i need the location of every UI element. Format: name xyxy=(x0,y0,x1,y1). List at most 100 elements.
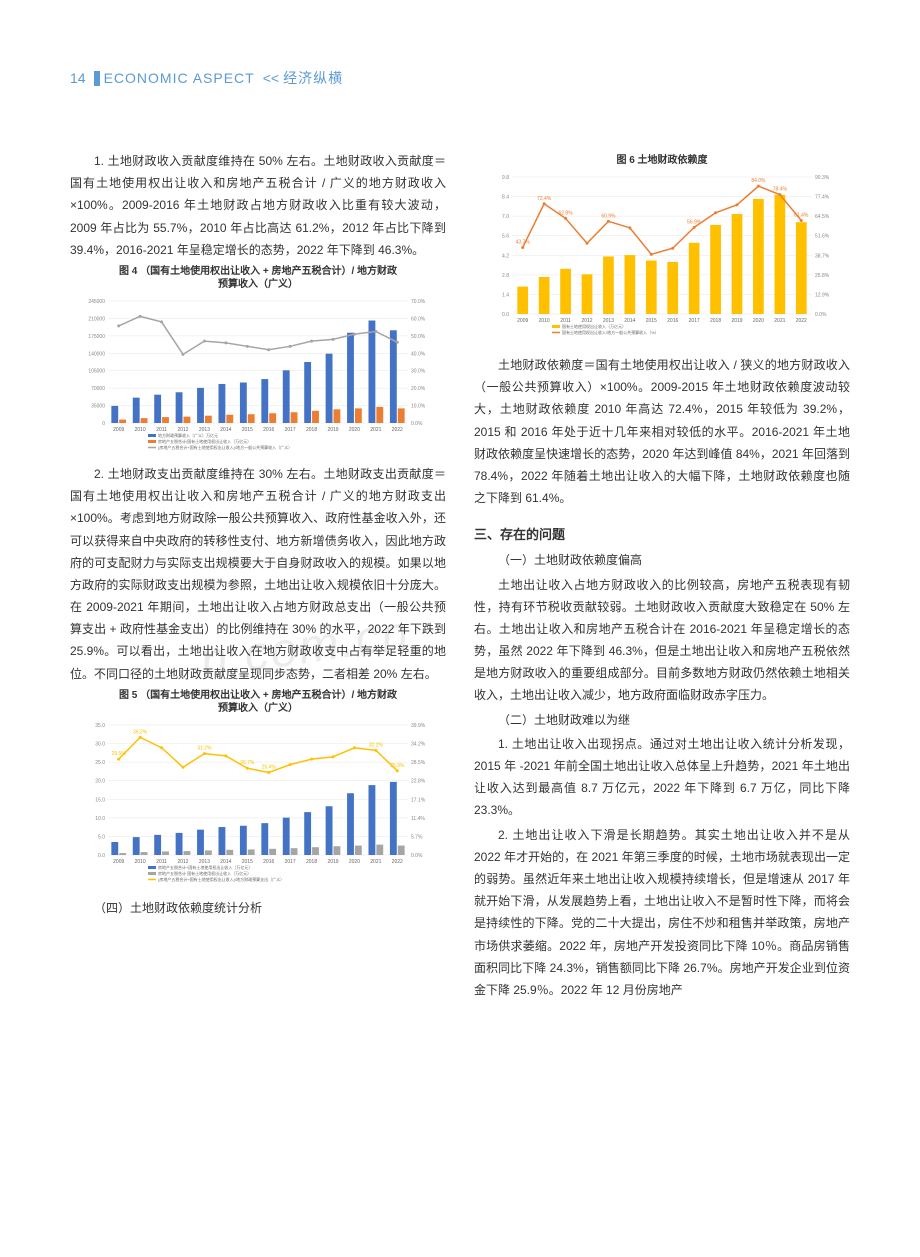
svg-text:20.0%: 20.0% xyxy=(411,386,426,392)
svg-text:2019: 2019 xyxy=(327,859,338,865)
svg-text:12.9%: 12.9% xyxy=(815,292,830,298)
svg-text:2022: 2022 xyxy=(392,427,403,433)
svg-text:28.5%: 28.5% xyxy=(411,760,426,766)
svg-text:25.8%: 25.8% xyxy=(815,273,830,279)
svg-text:34.2%: 34.2% xyxy=(411,741,426,747)
svg-text:房地产五税合计/国有土地使用权出让收入（万亿元）: 房地产五税合计/国有土地使用权出让收入（万亿元） xyxy=(158,438,251,444)
svg-text:4.2: 4.2 xyxy=(502,253,509,259)
svg-text:2009: 2009 xyxy=(517,318,528,324)
svg-text:2009: 2009 xyxy=(113,859,124,865)
para-r1: 土地财政依赖度＝国有土地使用权出让收入 / 狭义的地方财政收入（一般公共预算收入… xyxy=(474,354,850,509)
svg-text:2016: 2016 xyxy=(263,859,274,865)
header-marker xyxy=(94,71,100,86)
chart-4: 24500070.0%21000060.0%17500050.0%1400004… xyxy=(78,293,438,453)
svg-text:国有土地使用权出让收入（万亿元）: 国有土地使用权出让收入（万亿元） xyxy=(562,323,626,329)
svg-text:43.7%: 43.7% xyxy=(516,239,531,245)
para-r3: 1. 土地出让收入出现拐点。通过对土地出让收入统计分析发现，2015 年 -20… xyxy=(474,733,850,822)
svg-text:房地产五税合计+国有土地使用权出让收入（万亿元）: 房地产五税合计+国有土地使用权出让收入（万亿元） xyxy=(158,864,252,870)
svg-text:36.2%: 36.2% xyxy=(133,729,148,735)
svg-text:房地产五税合计 国有土地使用权出让收入（万亿元）: 房地产五税合计 国有土地使用权出让收入（万亿元） xyxy=(158,870,251,876)
svg-text:10.0: 10.0 xyxy=(95,816,105,822)
svg-text:25.0: 25.0 xyxy=(95,760,105,766)
svg-text:105000: 105000 xyxy=(88,369,105,375)
svg-text:77.4%: 77.4% xyxy=(815,195,830,201)
chart-6: 9.890.3%8.477.4%7.064.5%5.651.6%4.238.7%… xyxy=(482,169,842,344)
svg-text:51.6%: 51.6% xyxy=(815,234,830,240)
right-column: 图 6 土地财政依赖度 9.890.3%8.477.4%7.064.5%5.65… xyxy=(474,150,850,1217)
svg-text:60.0%: 60.0% xyxy=(411,316,426,322)
svg-text:30.0%: 30.0% xyxy=(411,369,426,375)
para-r4: 2. 土地出让收入下滑是长期趋势。其实土地出让收入并不是从 2022 年才开始的… xyxy=(474,824,850,1002)
section-chinese: 经济纵横 xyxy=(283,68,343,88)
svg-text:15.0: 15.0 xyxy=(95,797,105,803)
fig6-title: 图 6 土地财政依赖度 xyxy=(474,154,850,167)
sub-3-1: （一）土地财政依赖度偏高 xyxy=(474,549,850,571)
svg-text:2022: 2022 xyxy=(796,318,807,324)
svg-text:2019: 2019 xyxy=(731,318,742,324)
svg-text:50.0%: 50.0% xyxy=(411,334,426,340)
content-columns: 1. 土地财政收入贡献度维持在 50% 左右。土地财政收入贡献度＝国有土地使用权… xyxy=(70,150,850,1217)
section-4-head: （四）土地财政依赖度统计分析 xyxy=(70,897,446,919)
svg-text:39.9%: 39.9% xyxy=(411,723,426,729)
para-1: 1. 土地财政收入贡献度维持在 50% 左右。土地财政收入贡献度＝国有土地使用权… xyxy=(70,150,446,261)
svg-text:32.2%: 32.2% xyxy=(369,742,384,748)
svg-text:78.4%: 78.4% xyxy=(773,187,788,193)
svg-text:0.0%: 0.0% xyxy=(411,421,423,427)
svg-text:2010: 2010 xyxy=(135,859,146,865)
svg-text:5.6: 5.6 xyxy=(502,234,509,240)
svg-text:72.4%: 72.4% xyxy=(537,196,552,202)
fig5-title-line1: 图 5 （国有土地使用权出让收入 + 房地产五税合计）/ 地方财政 xyxy=(119,690,397,701)
page-number: 14 xyxy=(70,70,86,86)
svg-text:10.0%: 10.0% xyxy=(411,404,426,410)
para-r2: 土地出让收入占地方财政收入的比例较高，房地产五税表现有韧性，持有环节税收贡献较弱… xyxy=(474,574,850,707)
svg-text:9.8: 9.8 xyxy=(502,175,509,181)
svg-text:22.8%: 22.8% xyxy=(411,779,426,785)
svg-text:35000: 35000 xyxy=(91,404,105,410)
svg-text:210000: 210000 xyxy=(88,316,105,322)
svg-text:11.4%: 11.4% xyxy=(411,816,425,822)
svg-text:2022: 2022 xyxy=(392,859,403,865)
svg-text:2015: 2015 xyxy=(242,427,253,433)
svg-text:25.4%: 25.4% xyxy=(262,764,277,770)
svg-text:2020: 2020 xyxy=(753,318,764,324)
svg-text:0.0: 0.0 xyxy=(98,853,105,859)
para-2: 2. 土地财政支出贡献度维持在 30% 左右。土地财政支出贡献度＝国有土地使用权… xyxy=(70,463,446,685)
left-column: 1. 土地财政收入贡献度维持在 50% 左右。土地财政收入贡献度＝国有土地使用权… xyxy=(70,150,446,1217)
svg-text:2018: 2018 xyxy=(306,859,317,865)
fig5-title-line2: 预算收入（广义） xyxy=(218,703,298,714)
svg-text:5.7%: 5.7% xyxy=(411,834,423,840)
svg-text:2020: 2020 xyxy=(349,859,360,865)
svg-text:2016: 2016 xyxy=(667,318,678,324)
svg-text:2015: 2015 xyxy=(646,318,657,324)
svg-text:地方财政预算收入（广义）万亿元: 地方财政预算收入（广义）万亿元 xyxy=(158,432,218,438)
section-english: ECONOMIC ASPECT xyxy=(104,70,255,86)
svg-text:国有土地使用权出让收入/地方一般公共预算收入（%）: 国有土地使用权出让收入/地方一般公共预算收入（%） xyxy=(562,329,659,335)
svg-text:5.0: 5.0 xyxy=(98,834,105,840)
svg-text:38.7%: 38.7% xyxy=(815,253,830,259)
svg-text:64.5%: 64.5% xyxy=(815,214,830,220)
svg-text:0.0%: 0.0% xyxy=(411,853,423,859)
svg-text:70.0%: 70.0% xyxy=(411,299,426,305)
svg-text:60.9%: 60.9% xyxy=(601,213,616,219)
svg-text:70000: 70000 xyxy=(91,386,105,392)
svg-text:8.4: 8.4 xyxy=(502,195,509,201)
svg-text:90.3%: 90.3% xyxy=(815,175,830,181)
chart-5: 35.039.9%30.034.2%25.028.5%20.022.8%15.0… xyxy=(78,717,438,887)
svg-text:2020: 2020 xyxy=(349,427,360,433)
svg-text:175000: 175000 xyxy=(88,334,105,340)
svg-text:30.0: 30.0 xyxy=(95,741,105,747)
svg-text:245000: 245000 xyxy=(88,299,105,305)
svg-text:2021: 2021 xyxy=(774,318,785,324)
svg-text:2017: 2017 xyxy=(285,427,296,433)
svg-text:0: 0 xyxy=(102,421,105,427)
section-3-head: 三、存在的问题 xyxy=(474,523,850,547)
svg-text:2021: 2021 xyxy=(370,427,381,433)
svg-text:17.1%: 17.1% xyxy=(411,797,426,803)
svg-text:2018: 2018 xyxy=(710,318,721,324)
fig4-title-line1: 图 4 （国有土地使用权出让收入 + 房地产五税合计）/ 地方财政 xyxy=(119,266,397,277)
svg-text:2010: 2010 xyxy=(539,318,550,324)
svg-text:2018: 2018 xyxy=(306,427,317,433)
svg-text:2014: 2014 xyxy=(220,427,231,433)
svg-text:0.0%: 0.0% xyxy=(815,312,827,318)
svg-text:2.8: 2.8 xyxy=(502,273,509,279)
